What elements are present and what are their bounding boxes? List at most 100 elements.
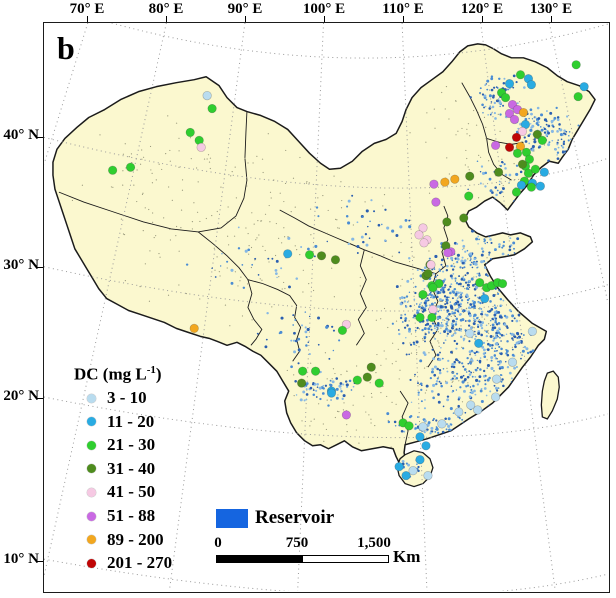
site-dot bbox=[414, 230, 424, 240]
taiwan-island bbox=[540, 370, 560, 420]
dc-legend-item-5: 51 - 88 bbox=[74, 505, 155, 527]
site-dot bbox=[539, 167, 549, 177]
site-dot bbox=[437, 419, 447, 429]
dc-legend-label-5: 51 - 88 bbox=[107, 506, 156, 525]
dc-legend: DC (mg L-1) 3 - 10 11 - 20 21 - 30 31 - 40 4… bbox=[74, 364, 224, 572]
lon-label-3: 100° E bbox=[302, 1, 346, 17]
site-dot bbox=[185, 127, 195, 137]
site-dot bbox=[440, 177, 450, 187]
site-dot bbox=[515, 70, 526, 80]
site-dot bbox=[326, 388, 337, 398]
dc-legend-label-2: 21 - 30 bbox=[107, 435, 156, 455]
dc-legend-item-6: 89 - 200 bbox=[74, 529, 164, 551]
scale-bar-filled bbox=[217, 556, 303, 562]
lon-tick-4 bbox=[402, 16, 404, 22]
site-dot bbox=[423, 471, 433, 481]
site-dot bbox=[415, 432, 425, 442]
site-dot bbox=[537, 135, 547, 145]
site-dot bbox=[423, 269, 433, 279]
lon-tick-5 bbox=[481, 16, 483, 22]
map-frame bbox=[43, 22, 610, 593]
site-dot bbox=[443, 248, 453, 258]
dc-legend-dot-4 bbox=[87, 487, 96, 497]
site-dot bbox=[415, 312, 425, 323]
site-dot bbox=[394, 462, 404, 472]
site-dot bbox=[108, 165, 118, 175]
site-dot bbox=[428, 304, 438, 315]
site-dot bbox=[492, 374, 502, 384]
site-dot bbox=[504, 142, 515, 152]
lat-tick-1 bbox=[36, 266, 43, 268]
site-dot bbox=[517, 126, 528, 137]
dc-legend-item-0: 3 - 10 bbox=[74, 387, 147, 409]
site-dot bbox=[337, 325, 347, 335]
site-dot bbox=[516, 180, 527, 190]
site-dot bbox=[526, 80, 536, 90]
lat-tick-3 bbox=[36, 560, 43, 562]
site-dot bbox=[579, 82, 589, 92]
dc-legend-dot-2 bbox=[87, 440, 96, 450]
china-map bbox=[44, 23, 608, 591]
site-dot bbox=[473, 405, 483, 415]
site-dot bbox=[491, 392, 501, 402]
lon-tick-2 bbox=[244, 16, 246, 22]
dc-legend-item-2: 21 - 30 bbox=[74, 434, 155, 456]
site-dot bbox=[310, 366, 321, 376]
dc-legend-dot-6 bbox=[87, 535, 96, 545]
reservoir-legend: Reservoir bbox=[216, 507, 334, 529]
site-dot bbox=[429, 179, 439, 189]
site-dot bbox=[573, 92, 583, 102]
lon-label-1: 80° E bbox=[148, 1, 184, 17]
reservoir-label: Reservoir bbox=[255, 507, 335, 528]
site-dot bbox=[330, 255, 341, 265]
site-dot bbox=[494, 167, 504, 177]
scale-bar: 0 750 1,500 Km bbox=[205, 535, 435, 570]
site-dot bbox=[352, 375, 362, 385]
site-dot bbox=[421, 441, 431, 451]
lon-label-5: 120° E bbox=[460, 1, 504, 17]
site-dot bbox=[362, 372, 372, 382]
site-dot bbox=[316, 251, 327, 261]
lat-label-0: 40° N bbox=[3, 127, 39, 143]
site-dot bbox=[418, 223, 428, 233]
dc-legend-dot-3 bbox=[87, 464, 96, 474]
site-dot bbox=[535, 181, 545, 191]
site-dot bbox=[459, 213, 469, 223]
lat-label-2: 20° N bbox=[3, 388, 39, 404]
scale-unit: Km bbox=[393, 547, 421, 566]
dc-legend-item-3: 31 - 40 bbox=[74, 458, 155, 480]
lon-label-4: 110° E bbox=[382, 1, 424, 17]
dc-legend-item-1: 11 - 20 bbox=[74, 411, 154, 433]
site-dot bbox=[401, 471, 411, 481]
site-dot bbox=[418, 289, 428, 300]
site-dot bbox=[465, 328, 475, 338]
lon-tick-1 bbox=[165, 16, 167, 22]
dc-legend-label-4: 41 - 50 bbox=[107, 482, 156, 502]
site-dot bbox=[415, 455, 425, 465]
dc-legend-dot-7 bbox=[87, 558, 96, 568]
lat-label-3: 10° N bbox=[3, 551, 39, 567]
site-dot bbox=[523, 168, 533, 178]
scale-750: 750 bbox=[285, 535, 309, 551]
site-dot bbox=[500, 93, 511, 103]
site-dot bbox=[530, 164, 540, 174]
site-dot bbox=[450, 174, 460, 184]
site-dot bbox=[418, 422, 428, 432]
scale-0: 0 bbox=[214, 535, 222, 551]
scale-bar-rule bbox=[216, 555, 389, 563]
scale-1500: 1,500 bbox=[357, 535, 391, 551]
site-dot bbox=[504, 79, 515, 89]
dc-legend-item-7: 201 - 270 bbox=[74, 552, 172, 574]
site-dot bbox=[527, 326, 537, 336]
site-dot bbox=[532, 129, 542, 139]
site-dot bbox=[125, 162, 136, 172]
site-dot bbox=[374, 378, 384, 388]
lon-tick-3 bbox=[323, 16, 325, 22]
lat-tick-2 bbox=[36, 397, 43, 399]
reservoir-swatch bbox=[216, 508, 248, 528]
site-dot bbox=[426, 260, 436, 270]
site-dot bbox=[504, 108, 515, 119]
site-dot bbox=[509, 114, 520, 125]
site-dot bbox=[427, 312, 437, 323]
